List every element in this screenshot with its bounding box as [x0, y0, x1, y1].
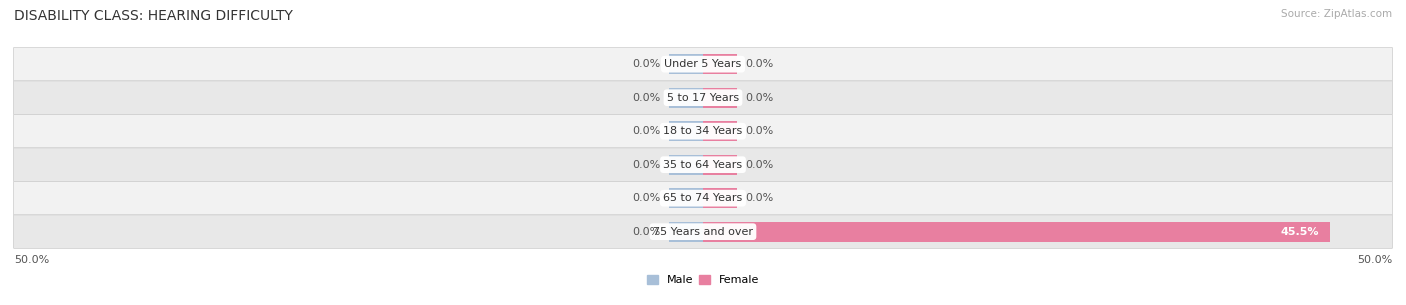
- Bar: [703, 54, 738, 74]
- FancyBboxPatch shape: [14, 114, 1392, 148]
- Text: 0.0%: 0.0%: [745, 93, 773, 103]
- Text: 35 to 64 Years: 35 to 64 Years: [664, 160, 742, 170]
- Bar: [669, 88, 703, 108]
- Text: 65 to 74 Years: 65 to 74 Years: [664, 193, 742, 203]
- Bar: [703, 88, 738, 108]
- Bar: [669, 121, 703, 141]
- Text: 0.0%: 0.0%: [633, 59, 661, 69]
- Text: 45.5%: 45.5%: [1281, 227, 1319, 237]
- Text: 0.0%: 0.0%: [745, 160, 773, 170]
- Bar: [703, 121, 738, 141]
- Text: Source: ZipAtlas.com: Source: ZipAtlas.com: [1281, 9, 1392, 19]
- Text: 0.0%: 0.0%: [633, 227, 661, 237]
- Bar: [669, 222, 703, 242]
- Text: 75 Years and over: 75 Years and over: [652, 227, 754, 237]
- Bar: [669, 155, 703, 175]
- FancyBboxPatch shape: [14, 47, 1392, 81]
- Bar: [703, 222, 1330, 242]
- Text: 0.0%: 0.0%: [745, 59, 773, 69]
- Text: 50.0%: 50.0%: [1357, 255, 1392, 265]
- Text: 0.0%: 0.0%: [745, 193, 773, 203]
- FancyBboxPatch shape: [14, 215, 1392, 249]
- Text: 0.0%: 0.0%: [633, 126, 661, 136]
- Legend: Male, Female: Male, Female: [643, 270, 763, 289]
- Text: Under 5 Years: Under 5 Years: [665, 59, 741, 69]
- Text: 18 to 34 Years: 18 to 34 Years: [664, 126, 742, 136]
- Bar: [703, 155, 738, 175]
- Text: 0.0%: 0.0%: [745, 126, 773, 136]
- Bar: [669, 54, 703, 74]
- FancyBboxPatch shape: [14, 148, 1392, 181]
- Text: DISABILITY CLASS: HEARING DIFFICULTY: DISABILITY CLASS: HEARING DIFFICULTY: [14, 9, 292, 23]
- Text: 0.0%: 0.0%: [633, 93, 661, 103]
- Text: 50.0%: 50.0%: [14, 255, 49, 265]
- Text: 0.0%: 0.0%: [633, 160, 661, 170]
- FancyBboxPatch shape: [14, 81, 1392, 114]
- Bar: [669, 188, 703, 208]
- Text: 0.0%: 0.0%: [633, 193, 661, 203]
- Text: 5 to 17 Years: 5 to 17 Years: [666, 93, 740, 103]
- FancyBboxPatch shape: [14, 181, 1392, 215]
- Bar: [703, 188, 738, 208]
